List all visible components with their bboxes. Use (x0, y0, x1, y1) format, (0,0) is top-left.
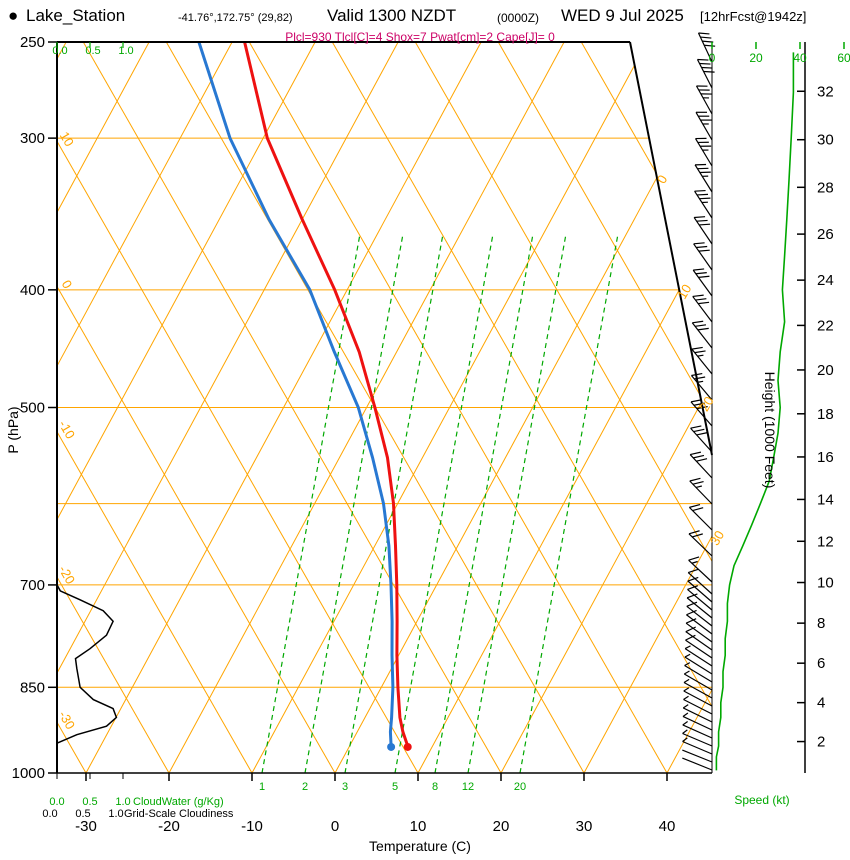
svg-text:850: 850 (20, 679, 45, 696)
svg-text:0.0: 0.0 (52, 45, 67, 57)
svg-text:5: 5 (392, 781, 398, 793)
svg-text:20: 20 (749, 51, 763, 65)
valid-zulu: (0000Z) (497, 11, 540, 25)
svg-text:500: 500 (20, 400, 45, 417)
sounding-indices: Plcl=930 Tlcl[C]=4 Shox=7 Pwat[cm]=2 Cap… (285, 30, 555, 44)
svg-text:60: 60 (837, 51, 850, 65)
svg-text:12: 12 (462, 781, 474, 793)
svg-text:-20: -20 (56, 563, 78, 587)
svg-text:0.5: 0.5 (85, 45, 100, 57)
svg-text:40: 40 (793, 51, 807, 65)
svg-text:8: 8 (432, 781, 438, 793)
station-coords: -41.76°,172.75° (29,82) (178, 12, 293, 24)
svg-text:-10: -10 (241, 818, 263, 835)
svg-text:0.0: 0.0 (42, 808, 57, 820)
cloud-water-curve (57, 42, 118, 773)
svg-text:2: 2 (817, 734, 825, 751)
svg-text:10: 10 (57, 129, 77, 149)
surface-temperature-dot (403, 742, 412, 751)
height-axis-label: Height (1000 Feet) (762, 371, 778, 489)
svg-text:24: 24 (817, 272, 834, 289)
svg-text:4: 4 (817, 695, 825, 712)
pressure-axis-label: P (hPa) (5, 406, 21, 454)
valid-time: Valid 1300 NZDT (327, 6, 457, 25)
svg-text:0.5: 0.5 (82, 796, 97, 808)
svg-text:8: 8 (817, 615, 825, 632)
svg-text:0.0: 0.0 (49, 796, 64, 808)
svg-text:-20: -20 (158, 818, 180, 835)
svg-text:30: 30 (817, 132, 834, 149)
svg-text:20: 20 (696, 394, 716, 414)
svg-text:0.5: 0.5 (75, 808, 90, 820)
svg-text:26: 26 (817, 226, 834, 243)
svg-text:1000: 1000 (12, 765, 45, 782)
svg-text:2: 2 (302, 781, 308, 793)
svg-text:16: 16 (817, 449, 834, 466)
svg-text:6: 6 (817, 655, 825, 672)
svg-text:30: 30 (576, 818, 593, 835)
forecast-tag: [12hrFcst@1942z] (700, 9, 807, 24)
dewpoint-curve (197, 42, 395, 748)
svg-text:32: 32 (817, 83, 834, 100)
svg-text:18: 18 (817, 406, 834, 423)
svg-text:28: 28 (817, 179, 834, 196)
svg-text:0: 0 (59, 277, 76, 291)
wind-barbs (682, 32, 716, 771)
svg-text:1: 1 (259, 781, 265, 793)
svg-text:300: 300 (20, 130, 45, 147)
svg-text:3: 3 (342, 781, 348, 793)
svg-text:12: 12 (817, 533, 834, 550)
station-bullet: ● (8, 6, 19, 25)
svg-text:10: 10 (410, 818, 427, 835)
temperature-curve (243, 42, 410, 748)
valid-date: WED 9 Jul 2025 (561, 6, 684, 25)
svg-text:250: 250 (20, 34, 45, 51)
svg-text:-30: -30 (75, 818, 97, 835)
svg-text:700: 700 (20, 577, 45, 594)
svg-text:-30: -30 (56, 708, 78, 732)
svg-text:0: 0 (654, 172, 671, 186)
station-name: Lake_Station (26, 6, 126, 25)
svg-text:1.0: 1.0 (108, 808, 123, 820)
grid-layer (57, 42, 712, 773)
svg-text:0: 0 (331, 818, 339, 835)
wind-speed-curve (715, 52, 795, 771)
svg-text:14: 14 (817, 491, 834, 508)
svg-text:20: 20 (817, 362, 834, 379)
svg-text:1.0: 1.0 (115, 796, 130, 808)
svg-text:10: 10 (817, 575, 834, 592)
svg-text:0: 0 (709, 51, 716, 65)
svg-text:22: 22 (817, 317, 834, 334)
svg-text:10: 10 (674, 282, 694, 302)
svg-text:20: 20 (493, 818, 510, 835)
temperature-axis-label: Temperature (C) (369, 838, 471, 854)
svg-text:400: 400 (20, 282, 45, 299)
svg-text:1.0: 1.0 (118, 45, 133, 57)
speed-axis-label: Speed (kt) (734, 793, 790, 807)
svg-text:40: 40 (659, 818, 676, 835)
cloudwater-scale-label: CloudWater (g/Kg) (133, 796, 224, 808)
svg-text:-10: -10 (56, 418, 78, 442)
surface-dewpoint-dot (387, 742, 396, 751)
svg-text:30: 30 (707, 528, 727, 548)
svg-text:20: 20 (514, 781, 526, 793)
cloudiness-scale-label: Grid-Scale Cloudiness (124, 808, 234, 820)
